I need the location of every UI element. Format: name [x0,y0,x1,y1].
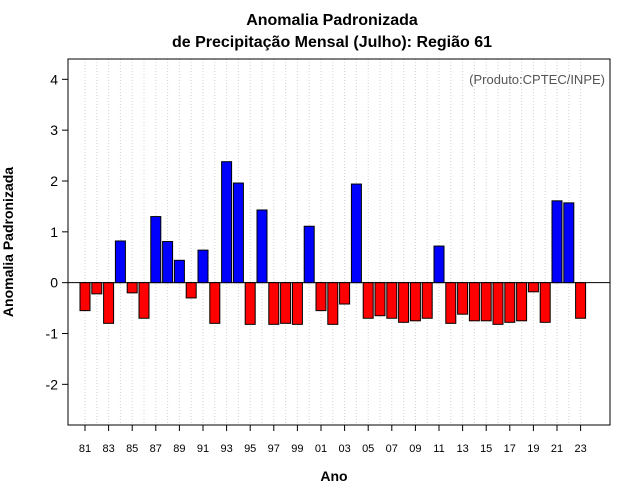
x-tick-label: 97 [268,443,280,455]
bar-12 [445,282,457,324]
product-credit: (Produto:CPTEC/INPE) [469,72,605,87]
x-tick-label: 23 [574,443,586,455]
x-tick-label: 01 [315,443,327,455]
y-axis-label: Anomalia Padronizada [0,167,16,317]
y-tick-label: -1 [46,326,59,342]
y-tick-label: 3 [50,122,58,138]
x-tick-label: 95 [244,443,256,455]
x-axis-label: Ano [320,468,347,484]
bars [79,161,587,325]
bar-83 [103,282,115,324]
chart-title-line1: Anomalia Padronizada [246,12,418,29]
y-tick-label: -2 [46,376,59,392]
bar-22 [563,202,575,284]
y-tick-label: 4 [50,71,58,87]
bar-23 [575,282,587,319]
x-tick-label: 85 [126,443,138,455]
x-tick-label: 13 [456,443,468,455]
bar-02 [327,282,339,325]
bar-17 [504,282,516,323]
bar-16 [492,282,504,325]
bar-20 [539,282,551,323]
bar-87 [150,216,162,284]
bar-96 [256,209,268,284]
bar-05 [362,282,374,319]
bar-01 [315,282,327,312]
x-tick-label: 03 [338,443,350,455]
x-tick-label: 17 [504,443,516,455]
bar-93 [221,161,233,284]
x-tick-label: 11 [433,443,444,455]
bar-14 [468,282,480,322]
bar-94 [232,182,244,284]
bar-97 [268,282,280,325]
y-axis: -2 -1 0 1 2 3 4 [46,71,68,392]
y-tick-label: 2 [50,173,58,189]
x-tick-label: 09 [409,443,421,455]
x-tick-label: 83 [102,443,114,455]
x-tick-label: 99 [291,443,303,455]
chart-title-line2: de Precipitação Mensal (Julho): Região 6… [172,34,492,51]
bar-10 [421,282,433,319]
bar-81 [79,282,91,312]
bar-07 [386,282,398,319]
bar-88 [162,240,174,284]
bar-09 [409,282,421,322]
bar-92 [209,282,221,324]
x-tick-label: 89 [173,443,185,455]
x-tick-label: 21 [551,443,563,455]
bar-00 [303,225,315,284]
bar-91 [197,249,209,284]
x-tick-label: 91 [197,443,209,455]
bar-85 [126,282,138,294]
x-axis: 81 83 85 87 89 91 93 95 97 99 01 03 05 07 09 11 13 15 17 19… [79,425,587,455]
bar-03 [339,282,351,305]
bar-98 [280,282,292,324]
y-tick-label: 1 [50,224,58,240]
bar-11 [433,245,445,284]
bar-86 [138,282,150,319]
y-tick-label: 0 [50,275,58,291]
bar-84 [114,240,126,284]
bar-18 [516,282,528,322]
x-tick-label: 05 [362,443,374,455]
x-tick-label: 81 [79,443,91,455]
bar-15 [480,282,492,322]
bar-19 [527,282,539,293]
bar-90 [185,282,197,299]
bar-99 [291,282,303,325]
bar-21 [551,200,563,284]
x-tick-label: 07 [386,443,398,455]
bar-04 [350,183,362,284]
plot-frame [67,58,611,426]
bar-08 [398,282,410,323]
bar-82 [91,282,103,295]
x-tick-label: 87 [150,443,162,455]
x-tick-label: 15 [480,443,492,455]
bar-06 [374,282,386,317]
bar-89 [173,259,185,284]
bar-95 [244,282,256,325]
bar-13 [457,282,469,315]
x-tick-label: 93 [220,443,232,455]
x-tick-label: 19 [527,443,539,455]
